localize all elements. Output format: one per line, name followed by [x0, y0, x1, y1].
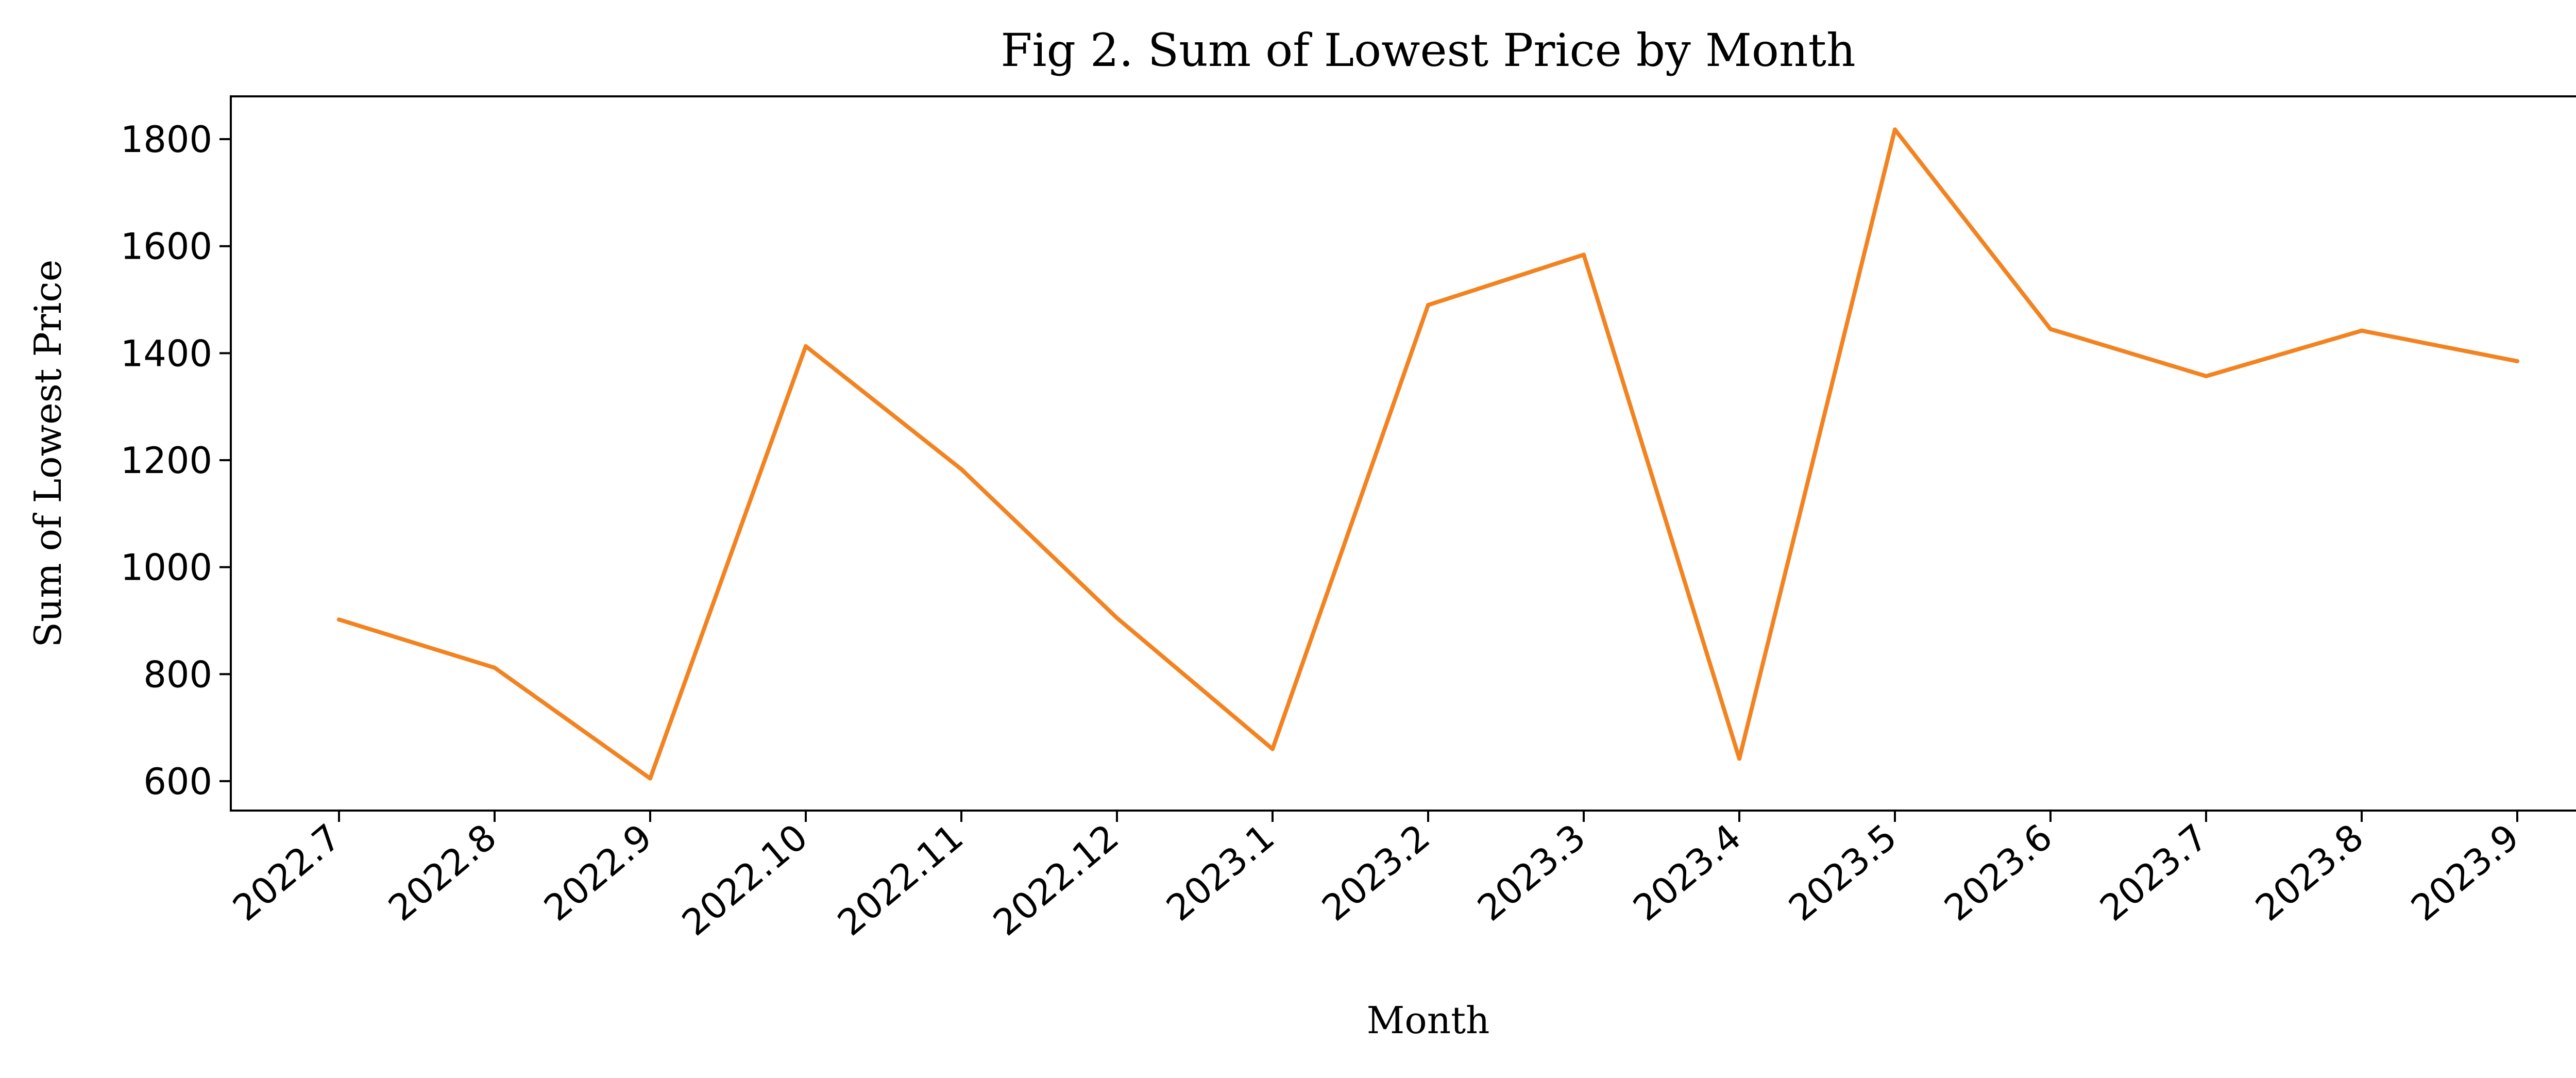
x-tick-label: 2023.4: [1625, 816, 1749, 929]
data-point: [959, 467, 963, 471]
x-tick-label: 2023.3: [1470, 816, 1594, 929]
x-tick-label: 2023.5: [1781, 816, 1905, 929]
data-point: [648, 776, 652, 781]
y-tick-label: 1800: [121, 119, 212, 161]
x-axis-label: Month: [1367, 999, 1490, 1042]
x-tick-label: 2022.8: [381, 816, 504, 929]
data-point: [2515, 359, 2519, 363]
x-tick-label: 2023.2: [1314, 816, 1438, 929]
data-point: [2048, 327, 2053, 331]
y-tick-label: 600: [143, 761, 212, 803]
series-group: [337, 127, 2519, 781]
x-tick-label: 2022.9: [536, 816, 660, 929]
data-point: [1893, 127, 1897, 132]
data-point: [2360, 328, 2364, 333]
plot-frame: [230, 95, 2576, 812]
data-point: [1115, 616, 1119, 620]
x-tick-label: 2023.7: [2092, 816, 2216, 929]
x-tick-label: 2022.7: [225, 816, 349, 929]
y-axis-label: Sum of Lowest Price: [26, 260, 70, 648]
y-tick-label: 1600: [121, 226, 212, 268]
y-tick-label: 1200: [121, 440, 212, 482]
data-point: [1737, 756, 1741, 761]
data-point: [2204, 374, 2208, 378]
data-point: [804, 344, 808, 348]
x-tick-label: 2023.8: [2248, 816, 2371, 929]
y-tick-label: 800: [143, 653, 212, 696]
x-tick-label: 2022.11: [829, 816, 971, 944]
data-point: [1426, 302, 1430, 307]
y-tick-label: 1400: [121, 332, 212, 375]
data-point: [1582, 252, 1586, 257]
series-line: [337, 127, 2519, 781]
data-point: [1270, 747, 1275, 751]
x-tick-label: 2022.10: [674, 816, 815, 944]
y-tick-label: 1000: [121, 547, 212, 589]
x-tick-label: 2023.9: [2403, 816, 2527, 929]
chart-title: Fig 2. Sum of Lowest Price by Month: [1001, 24, 1855, 77]
axes: 600 800 1000 1200 1400 1600 1800 2022.7 2022.8 20…: [121, 119, 2527, 944]
data-point: [337, 617, 341, 622]
x-tick-label: 2022.12: [985, 816, 1126, 944]
x-tick-label: 2023.6: [1937, 816, 2060, 929]
x-tick-label: 2023.1: [1159, 816, 1282, 929]
data-point: [493, 665, 497, 670]
